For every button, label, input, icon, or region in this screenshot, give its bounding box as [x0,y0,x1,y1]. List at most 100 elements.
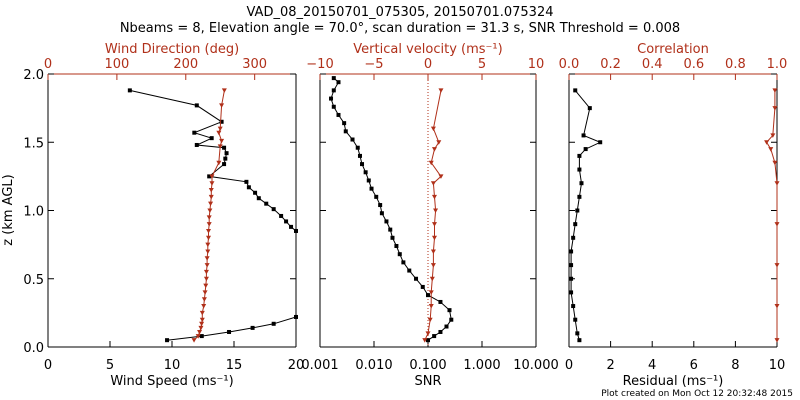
panel-3-series-2-point [772,160,778,166]
panel-3-series-1-point [571,235,576,240]
panel-1-series-1-point [250,325,255,330]
panel-1-series-2-point [221,88,227,93]
panel-2-series-2-point [436,140,442,145]
panel-1-top-axis-label: Wind Direction (deg) [105,42,239,57]
panel-2-series-1-point [447,308,452,313]
y-tick-label: 1.0 [23,205,44,220]
panel-1-series-2-point [201,297,207,302]
panel-1-series-2-point [206,235,212,241]
panel-2-bottom-tick-label: 0.001 [301,358,338,373]
panel-1-series-2-point [203,276,209,282]
panel-1-series-1-point [289,224,294,229]
panel-3-top-axis-label: Correlation [637,42,709,57]
panel-2-series-1-point [384,219,389,224]
panel-3-series-1-point [575,208,580,213]
panel-1-series-2-point [209,174,215,179]
panel-1-series-2-point [209,181,215,186]
panel-1-series-1-point [284,219,289,224]
panel-2-top-tick-label: 10 [528,57,545,72]
panel-1-series-2-point [206,215,212,220]
panel-1-series-1-point [294,228,298,233]
panel-2-series-1-point [343,129,348,134]
panel-1-top-tick-label: 300 [242,57,267,72]
panel-2-series-1-point [449,317,454,322]
panel-3-top-tick-label: 0.6 [683,57,704,72]
panel-3-top-tick-label: 0.0 [559,57,580,72]
panel-2-series-2-point [429,276,435,282]
panel-2-top-tick-label: −10 [306,57,333,72]
panel-2-series-1-point [355,145,360,150]
panel-2-series-2-point [431,147,437,152]
panel-3-bottom-tick-label: 10 [769,358,786,373]
panel-1-series-2-point [205,249,211,254]
panel-3-series-1-point [577,153,582,158]
panel-2-series-2-point [430,126,436,132]
panel-3-series-1-line [570,90,602,341]
panel-2-series-1-point [414,276,419,281]
panel-1-series-2-point [203,269,209,275]
panel-1-series-1-point [224,151,229,156]
panel-2-series-1-point [357,153,362,158]
panel-3-series-2-point [764,140,770,145]
panel-3-series-1-point [569,263,574,268]
panel-1-series-1-point [244,179,249,184]
panel-2-series-2-point [438,174,444,179]
panel-1-series-1-point [227,329,232,334]
panel-2-series-1-point [350,137,355,142]
panel-1-bottom-tick-label: 15 [226,358,243,373]
panel-2-series-2-point [438,88,444,93]
panel-3-series-2-line [765,90,778,341]
panel-2-series-2-point [428,160,434,166]
panel-1-series-2-point [195,334,201,339]
panel-1-bottom-tick-label: 10 [164,358,181,373]
panel-3-series-2-point [774,263,780,268]
panel-2-series-2-point [428,290,434,295]
panel-3-series-1-point [569,290,574,295]
panel-2-bottom-axis-label: SNR [414,374,441,389]
panel-1-series-1-point [127,88,132,93]
panel-2-series-1-point [397,252,402,257]
panel-3-series-1-point [577,338,582,343]
panel-1-series-2-point [216,160,222,166]
panel-2-series-1-point [438,299,443,304]
panel-1-bottom-tick-label: 5 [106,358,114,373]
panel-1-series-1-point [199,334,204,339]
panel-3-series-1-point [573,88,578,93]
panel-3-top-tick-label: 0.8 [725,57,746,72]
panel-1-series-2-point [204,263,210,268]
y-tick-label: 1.5 [23,136,44,151]
panel-1-series-2-line [193,90,225,341]
figure-title: VAD_08_20150701_075305, 20150701.075324 [247,5,554,20]
panel-2-bottom-tick-label: 0.100 [409,358,446,373]
panel-1-bottom-axis-label: Wind Speed (ms⁻¹) [110,374,233,389]
panel-1-series-1-point [271,207,276,212]
panel-1-series-2-point [191,338,197,343]
panel-2-series-2-point [431,222,437,227]
panel-2-series-1-line [330,77,452,341]
panel-2-series-1-point [336,80,341,85]
panel-2-series-1-point [360,162,365,167]
panel-1-series-2-point [219,103,225,108]
panel-1-series-2-point [216,130,222,136]
panel-2-series-1-point [379,211,384,216]
panel-3-series-1-point [573,317,578,322]
panel-1-series-1-point [219,119,224,124]
panel-1-series-1-point [222,145,227,150]
panel-1-series-1-point [271,321,276,326]
panel-1-series-1-point [223,156,228,161]
panel-1-series-1-line [129,89,297,341]
panel-3-series-1-point [581,133,586,138]
panel-2-bottom-tick-label: 1.000 [463,358,500,373]
panel-1-series-2-point [202,290,208,295]
panel-3-series-1-point [583,147,588,152]
y-tick-label: 0.0 [23,341,44,356]
panel-1-series-2-point [206,222,212,227]
figure-subtitle: Nbeams = 8, Elevation angle = 70.0°, sca… [120,21,680,36]
panel-3-top-tick-label: 0.4 [642,57,663,72]
panel-3-series-1-point [575,331,580,336]
panel-2-series-1-point [331,76,336,81]
panel-1-series-2-point [219,138,225,144]
panel-3-series-2-point [772,106,778,111]
panel-1-series-2-point [197,329,203,335]
